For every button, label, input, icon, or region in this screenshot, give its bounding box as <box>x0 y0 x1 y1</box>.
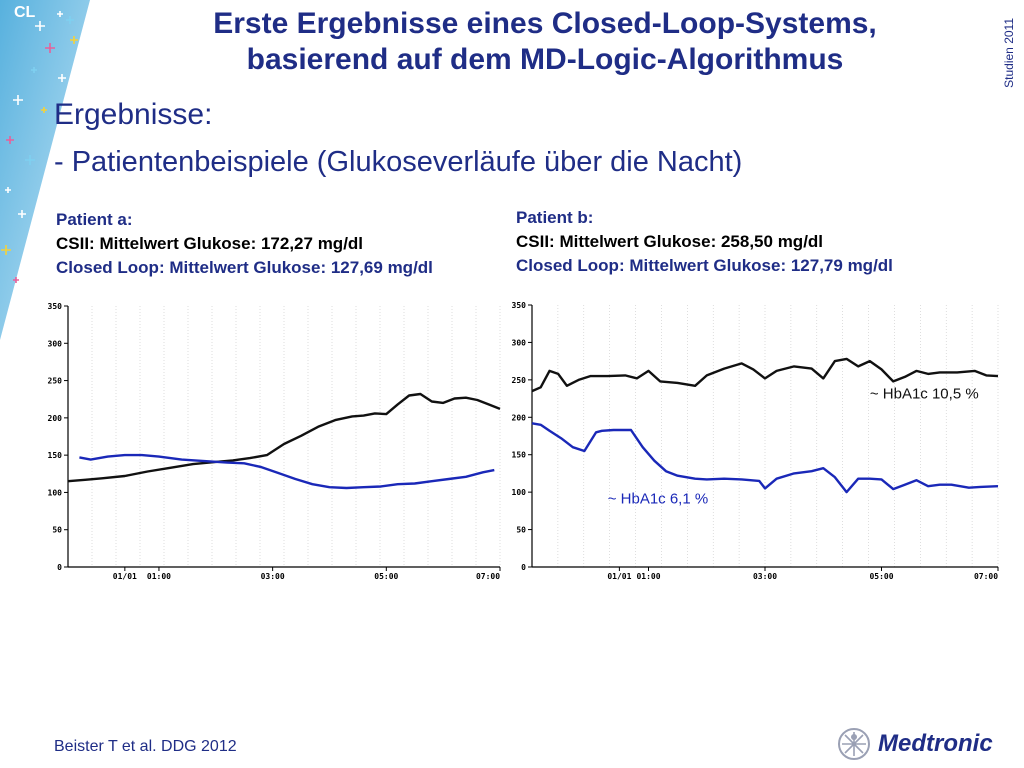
y-tick-label: 350 <box>48 302 63 311</box>
logo-figure-icon <box>838 728 870 760</box>
patient-a-info: Patient a: CSII: Mittelwert Glukose: 172… <box>56 208 433 280</box>
x-tick-label: 07:00 <box>974 572 998 581</box>
patient-b-csii: CSII: Mittelwert Glukose: 258,50 mg/dl <box>516 232 824 251</box>
series-line-closed-loop <box>531 422 999 494</box>
medtronic-logo: Medtronic <box>836 726 1016 762</box>
logo-text: Medtronic <box>878 730 993 757</box>
x-tick-label: 03:00 <box>753 572 777 581</box>
x-tick-label: 01/01 <box>113 572 137 581</box>
sparkle-icon <box>57 11 63 17</box>
y-tick-label: 250 <box>512 376 527 385</box>
x-tick-label: 01:00 <box>636 572 660 581</box>
cl-badge: CL <box>14 4 36 21</box>
sparkle-icon <box>35 21 45 31</box>
chart-patient-a: 0 50 100 150 200 250 300 350 01/01 01:00 03:00 05:0… <box>48 302 501 581</box>
sparkle-icon <box>18 210 26 218</box>
side-label: Studien 2011 <box>1002 18 1016 88</box>
x-tick-label: 07:00 <box>476 572 500 581</box>
results-subheading: - Patientenbeispiele (Glukoseverläufe üb… <box>54 146 743 178</box>
sparkle-icon <box>1 245 11 255</box>
y-tick-label: 150 <box>48 451 63 460</box>
x-tick-label: 01/01 <box>607 572 631 581</box>
chart-patient-b: 0 50 100 150 200 250 300 350 01/01 01:00 03:00 05:0… <box>512 301 999 581</box>
y-tick-label: 0 <box>521 563 526 572</box>
results-heading: Ergebnisse: <box>54 98 213 131</box>
sparkle-icon <box>66 16 74 24</box>
citation: Beister T et al. DDG 2012 <box>54 738 237 755</box>
title-line-2: basierend auf dem MD-Logic-Algorithmus <box>246 43 844 76</box>
y-tick-label: 150 <box>512 451 527 460</box>
series-line-csii <box>67 392 501 483</box>
y-tick-label: 50 <box>516 526 526 535</box>
series-line-closed-loop <box>79 453 495 490</box>
sparkle-icon <box>31 67 37 73</box>
y-tick-label: 300 <box>512 338 527 347</box>
patient-b-closed-loop: Closed Loop: Mittelwert Glukose: 127,79 … <box>516 256 893 275</box>
patient-a-csii: CSII: Mittelwert Glukose: 172,27 mg/dl <box>56 234 364 253</box>
patient-b-label: Patient b: <box>516 208 594 227</box>
annotation-label: ~ HbA1c 10,5 % <box>870 386 979 403</box>
sparkle-icon <box>58 74 66 82</box>
y-tick-label: 300 <box>48 339 63 348</box>
x-tick-label: 05:00 <box>374 572 398 581</box>
y-tick-label: 100 <box>48 488 63 497</box>
sparkle-icon <box>25 155 35 165</box>
sparkle-icon <box>45 43 55 53</box>
title-line-1: Erste Ergebnisse eines Closed-Loop-Syste… <box>213 7 877 40</box>
grid <box>531 305 999 567</box>
x-tick-label: 03:00 <box>261 572 285 581</box>
y-tick-label: 350 <box>512 301 527 310</box>
y-tick-label: 100 <box>512 488 527 497</box>
y-tick-label: 0 <box>57 563 62 572</box>
patient-b-info: Patient b: CSII: Mittelwert Glukose: 258… <box>516 206 893 278</box>
sparkle-icon <box>5 187 11 193</box>
sparkle-icon <box>13 95 23 105</box>
star-decoration <box>0 0 90 340</box>
y-tick-label: 200 <box>512 413 527 422</box>
y-tick-label: 250 <box>48 377 63 386</box>
sparkle-icon <box>13 277 19 283</box>
patient-a-label: Patient a: <box>56 210 133 229</box>
sparkle-icon <box>6 136 14 144</box>
x-tick-label: 05:00 <box>869 572 893 581</box>
patient-a-closed-loop: Closed Loop: Mittelwert Glukose: 127,69 … <box>56 258 433 277</box>
slide-title: Erste Ergebnisse eines Closed-Loop-Syste… <box>120 6 970 78</box>
sparkle-icon <box>70 36 78 44</box>
annotation-label: ~ HbA1c 6,1 % <box>608 490 708 507</box>
grid <box>67 306 501 567</box>
y-tick-label: 50 <box>52 526 62 535</box>
x-tick-label: 01:00 <box>147 572 171 581</box>
y-tick-label: 200 <box>48 414 63 423</box>
series-line-csii <box>531 357 999 393</box>
sparkle-icon <box>41 107 47 113</box>
